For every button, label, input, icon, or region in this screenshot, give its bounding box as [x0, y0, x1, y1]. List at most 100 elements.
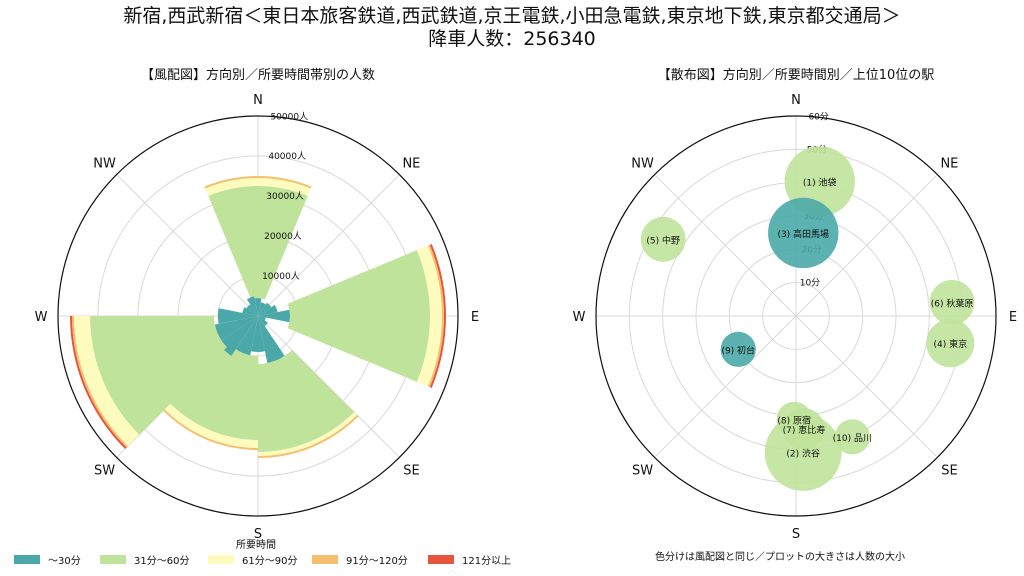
radial-tick-label: 20000人 — [264, 231, 302, 242]
legend-label: 121分以上 — [462, 555, 512, 567]
direction-label: N — [791, 93, 801, 108]
legend-item: 91分～120分 — [312, 552, 408, 567]
radial-tick-label: 30000人 — [266, 191, 304, 202]
wind-rose-bar — [258, 302, 272, 316]
direction-label: SW — [94, 463, 115, 478]
wind-rose-bar — [164, 403, 258, 448]
legend-label: ～30分 — [48, 555, 81, 567]
wind-rose-bar — [287, 250, 430, 382]
grid-spoke — [654, 315, 797, 458]
wind-rose-bar — [258, 316, 268, 326]
scatter-point-label: (6) 秋葉原 — [931, 297, 974, 309]
direction-label: SE — [941, 463, 957, 478]
legend-swatch — [14, 554, 40, 564]
wind-rose-bar — [258, 302, 266, 316]
radial-tick-label: 10000人 — [262, 271, 300, 282]
legend-swatch — [312, 554, 338, 564]
wind-rose-bar — [258, 316, 285, 364]
wind-rose-bars — [70, 176, 446, 458]
wind-rose-bar — [218, 316, 258, 356]
left-chart-title: 【風配図】方向別／所要時間帯別の人数 — [140, 68, 375, 83]
direction-label: SE — [403, 463, 419, 478]
legend-label: 91分～120分 — [346, 555, 408, 567]
legend-item: 121分以上 — [428, 552, 512, 567]
legend-label: 31分～60分 — [134, 555, 190, 567]
grid-spoke — [795, 315, 938, 458]
radial-tick-label: 60分 — [808, 111, 828, 122]
scatter-point — [768, 197, 839, 269]
chart-title: 新宿,西武新宿＜東日本旅客鉄道,西武鉄道,京王電鉄,小田急電鉄,東京地下鉄,東京… — [123, 5, 901, 27]
wind-rose-bar — [258, 349, 355, 452]
wind-rose-bar — [429, 244, 446, 388]
scatter-point-label: (5) 中野 — [646, 234, 680, 246]
wind-rose-chart: 10000人 20000人 30000人 40000人 50000人 N NE E SE S SW W… — [35, 93, 480, 538]
wind-rose-bar — [170, 344, 258, 440]
scatter-point-label: (4) 東京 — [933, 338, 967, 350]
scatter-point-label: (9) 初台 — [721, 344, 755, 356]
direction-label: N — [253, 93, 263, 108]
scatter-point-label: (1) 池袋 — [803, 176, 837, 188]
chart-subtitle-count: 降車人数：256340 — [428, 28, 596, 50]
wind-rose-bar — [246, 296, 258, 316]
legend: 所要時間 ～30分 31分～60分 61分～90分 91分～120分 121分以… — [0, 536, 530, 576]
direction-label: NW — [631, 157, 654, 172]
scatter-point-label: (8) 原宿 — [777, 414, 811, 426]
wind-rose-bar — [214, 316, 258, 341]
legend-item: 31分～60分 — [100, 552, 190, 567]
legend-item: ～30分 — [14, 552, 81, 567]
direction-label: W — [35, 310, 48, 325]
wind-rose-bar — [246, 304, 258, 316]
scatter-point — [720, 331, 756, 367]
scatter-point — [834, 419, 870, 455]
grid-spoke — [257, 174, 400, 317]
direction-label: E — [471, 310, 479, 325]
scatter-note: 色分けは風配図と同じ／プロットの大きさは人数の大小 — [655, 552, 905, 563]
polar-frame — [57, 115, 459, 517]
direction-label: S — [254, 527, 262, 538]
grid-spoke — [116, 174, 259, 317]
polar-scatter-chart: 10分20分30分40分50分60分(1) 池袋(2) 渋谷(3) 高田馬場(4… — [573, 93, 1018, 538]
direction-label: NE — [940, 157, 958, 172]
legend-title: 所要時間 — [236, 540, 276, 551]
wind-rose-bar — [235, 316, 258, 356]
wind-rose-bar — [205, 178, 311, 196]
wind-rose-bar — [250, 316, 266, 352]
scatter-point-label: (7) 恵比寿 — [783, 424, 826, 436]
direction-label: NW — [93, 157, 116, 172]
legend-swatch — [100, 554, 126, 564]
direction-label: NE — [402, 157, 420, 172]
right-chart-title: 【散布図】方向別／所要時間別／上位10位の駅 — [657, 68, 935, 83]
wind-rose-bar — [258, 304, 278, 316]
wind-rose-bar — [208, 186, 308, 300]
grid-spoke — [654, 174, 797, 317]
legend-swatch — [208, 554, 234, 564]
wind-rose-bar — [427, 244, 444, 388]
wind-rose-bar — [258, 309, 290, 323]
scatter-point — [640, 216, 686, 262]
scatter-point — [926, 319, 975, 368]
wind-rose-bar — [90, 316, 227, 435]
scatter-point — [776, 401, 812, 437]
scatter-point-label: (3) 高田馬場 — [777, 228, 829, 240]
wind-rose-bar — [416, 245, 442, 387]
direction-label: W — [573, 310, 586, 325]
grid-spoke — [795, 174, 938, 317]
legend-label: 61分～90分 — [242, 555, 298, 567]
legend-swatch — [428, 554, 454, 564]
direction-label: E — [1009, 310, 1017, 325]
scatter-point-label: (2) 渋谷 — [786, 447, 820, 459]
radial-tick-label: 40000人 — [268, 151, 306, 162]
wind-rose-bar — [242, 307, 258, 316]
wind-rose-bar — [74, 316, 140, 447]
radial-tick-label: 10分 — [800, 278, 820, 289]
polar-frame — [595, 115, 997, 517]
wind-rose-bar — [258, 316, 266, 321]
scatter-point-label: (10) 品川 — [833, 433, 872, 444]
scatter-point — [929, 279, 975, 325]
wind-rose-bar — [204, 176, 312, 189]
wind-rose-bar — [254, 298, 262, 316]
legend-item: 61分～90分 — [208, 552, 298, 567]
wind-rose-bar — [218, 308, 258, 324]
direction-label: S — [792, 527, 800, 538]
